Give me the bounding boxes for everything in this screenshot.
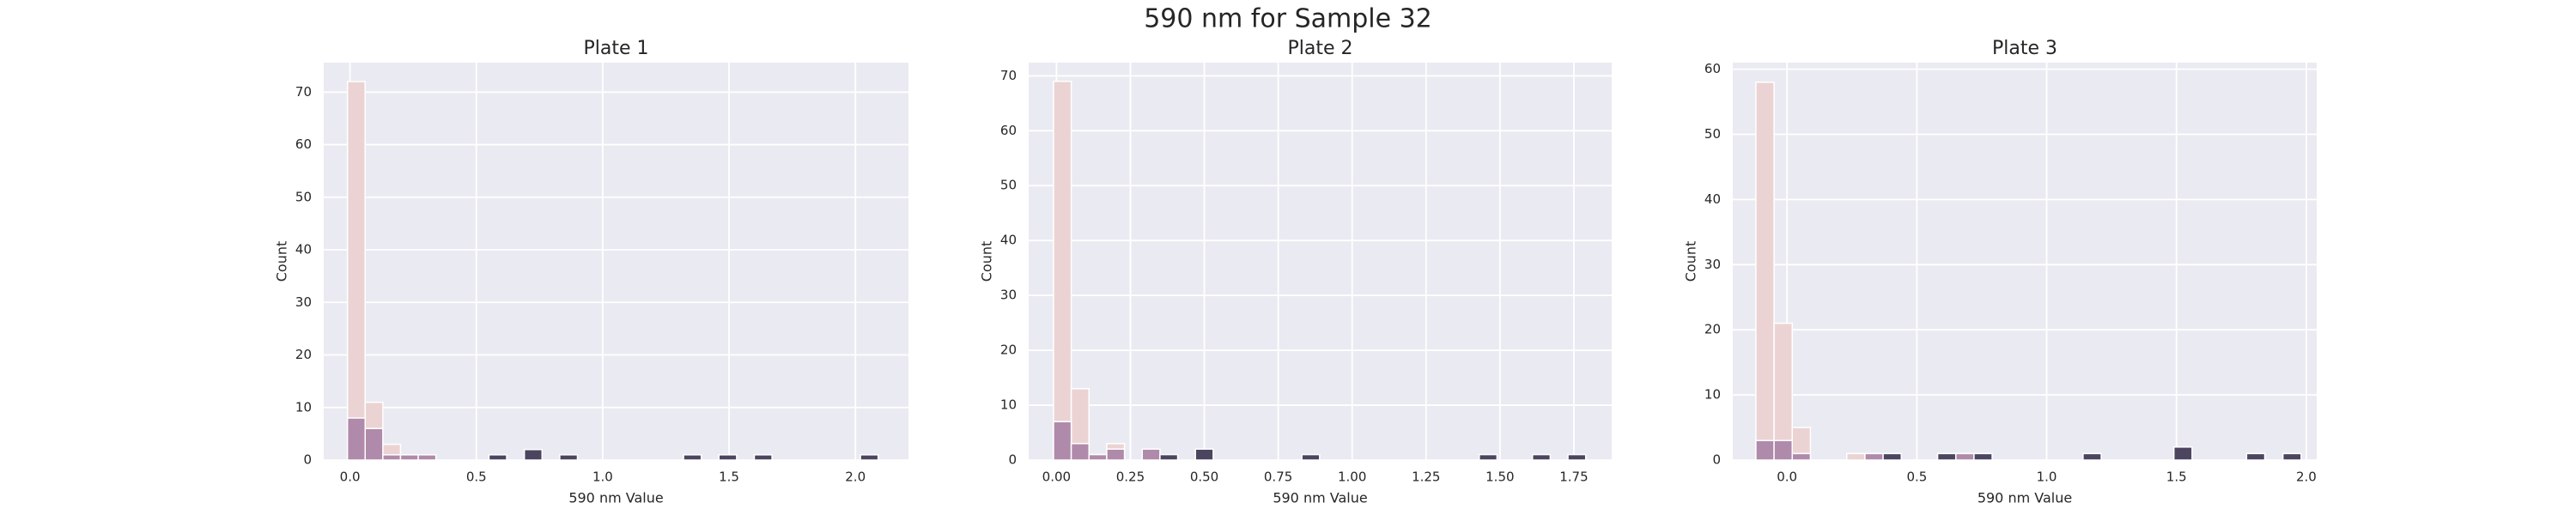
histogram-bar (399, 454, 419, 461)
histogram-bar (1567, 453, 1587, 461)
y-axis-label: Count (979, 241, 995, 282)
y-tick-label: 50 (295, 189, 312, 204)
histogram-bar (1954, 452, 1975, 461)
x-tick-label: 0.00 (1042, 470, 1071, 485)
histogram-bar (1845, 452, 1866, 461)
histogram-bar (1882, 452, 1902, 461)
subplot-title: Plate 3 (1992, 38, 2057, 59)
histogram-bar (2281, 452, 2302, 461)
x-tick-label: 1.25 (1412, 470, 1440, 485)
x-tick-label: 1.50 (1485, 470, 1514, 485)
histogram-bar (1106, 448, 1126, 461)
x-tick-label: 0.0 (340, 470, 361, 485)
histogram-bar (1773, 322, 1793, 461)
x-tick-label: 1.00 (1338, 470, 1366, 485)
y-tick-label: 10 (1000, 397, 1017, 413)
x-tick-label: 0.50 (1190, 470, 1218, 485)
x-tick-label: 1.5 (2166, 470, 2187, 485)
histogram-bar (2172, 446, 2193, 461)
y-tick-label: 20 (1000, 342, 1017, 358)
histogram-bar (1973, 452, 1993, 461)
y-axis-label: Count (274, 241, 290, 282)
x-axis-label: 590 nm Value (1978, 490, 2072, 506)
y-tick-label: 10 (295, 399, 312, 415)
subplot-title: Plate 1 (583, 38, 648, 59)
y-tick-label: 60 (1704, 61, 1721, 76)
histogram-bar (1478, 453, 1498, 461)
histogram-bar (523, 449, 544, 461)
x-tick-label: 0.25 (1116, 470, 1145, 485)
histogram-bar (1088, 453, 1108, 461)
x-tick-label: 0.0 (1777, 470, 1797, 485)
plot-background (324, 63, 908, 460)
y-tick-label: 30 (1704, 257, 1721, 272)
histogram-bar (1141, 448, 1161, 461)
x-tick-label: 2.0 (845, 470, 866, 485)
histogram-bar (1773, 439, 1793, 461)
subplot-title: Plate 2 (1287, 38, 1352, 59)
histogram-bar (2082, 452, 2102, 461)
x-axis-label: 590 nm Value (568, 490, 663, 506)
x-tick-label: 1.5 (719, 470, 739, 485)
y-axis-label: Count (1683, 241, 1699, 282)
histogram-bar (860, 454, 879, 461)
histogram-bar (1053, 80, 1072, 461)
plot-background (1029, 63, 1612, 460)
y-tick-label: 50 (1000, 178, 1017, 193)
histogram-bar (2245, 452, 2266, 461)
y-tick-label: 0 (1712, 452, 1721, 468)
histogram-bar (1791, 452, 1812, 461)
histogram-bar (417, 454, 437, 461)
y-tick-label: 60 (295, 136, 312, 152)
x-tick-label: 1.0 (592, 470, 613, 485)
histogram-bar (718, 454, 738, 461)
histogram-bar (1531, 453, 1552, 461)
y-tick-label: 70 (1000, 68, 1017, 83)
histogram-bar (1194, 448, 1214, 461)
y-tick-label: 0 (1008, 452, 1017, 468)
y-tick-label: 10 (1704, 387, 1721, 403)
y-tick-label: 20 (295, 347, 312, 362)
histogram-bar (364, 427, 384, 461)
y-tick-label: 40 (1000, 233, 1017, 248)
histogram-bar (346, 417, 367, 461)
y-tick-label: 30 (295, 294, 312, 310)
histogram-bar (1159, 453, 1179, 461)
histogram-bar (559, 454, 579, 461)
y-tick-label: 0 (303, 452, 312, 468)
histogram-bar (488, 454, 507, 461)
y-tick-label: 30 (1000, 288, 1017, 303)
y-tick-label: 70 (295, 84, 312, 100)
histogram-bar (1070, 443, 1090, 461)
histogram-bar (382, 454, 402, 461)
histogram-bar (1936, 452, 1957, 461)
plot-background (1733, 63, 2317, 460)
x-tick-label: 0.75 (1264, 470, 1292, 485)
x-tick-label: 0.5 (466, 470, 487, 485)
y-tick-label: 40 (295, 242, 312, 258)
histogram-bar (1755, 82, 1775, 461)
histogram-bar (346, 81, 367, 461)
y-tick-label: 60 (1000, 123, 1017, 138)
x-tick-label: 1.75 (1559, 470, 1588, 485)
x-tick-label: 2.0 (2296, 470, 2317, 485)
y-tick-label: 20 (1704, 322, 1721, 337)
x-axis-label: 590 nm Value (1273, 490, 1367, 506)
y-tick-label: 40 (1704, 191, 1721, 207)
figure-title: 590 nm for Sample 32 (1144, 4, 1432, 34)
histogram-bar (753, 454, 773, 461)
x-tick-label: 1.0 (2037, 470, 2057, 485)
histogram-bar (1301, 453, 1321, 461)
histogram-bar (683, 454, 702, 461)
x-tick-label: 0.5 (1906, 470, 1927, 485)
histogram-bar (1755, 439, 1775, 461)
histogram-bar (1053, 421, 1072, 461)
y-tick-label: 50 (1704, 126, 1721, 142)
histogram-bar (1864, 452, 1884, 461)
